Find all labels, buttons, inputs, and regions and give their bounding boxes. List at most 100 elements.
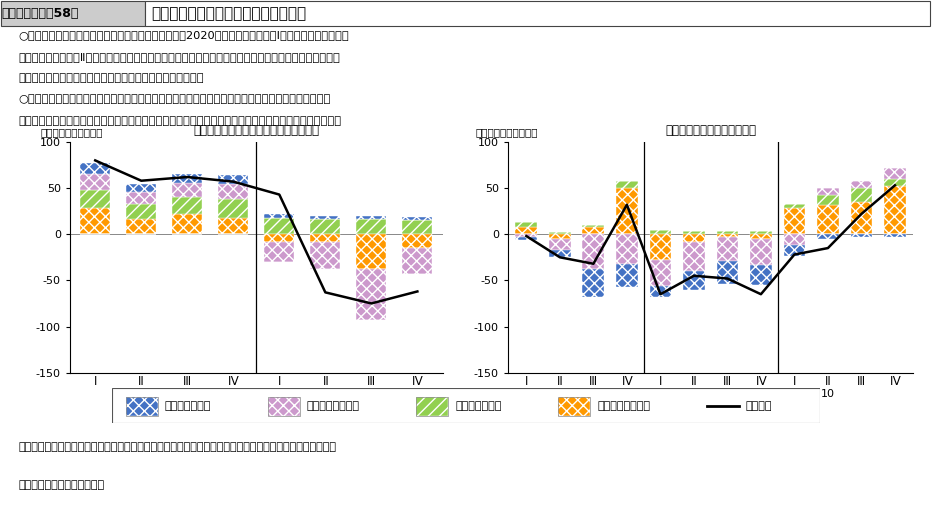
Bar [515,227,537,234]
FancyBboxPatch shape [417,396,448,416]
Text: 数の減少が目立っていたが、感染拡大期は男女ともに非正規雇用の雇用者数の減少が目立っている。: 数の減少が目立っていたが、感染拡大期は男女ともに非正規雇用の雇用者数の減少が目立… [19,116,342,126]
FancyBboxPatch shape [145,2,930,26]
Text: （前年同期差・万人）: （前年同期差・万人） [40,127,103,137]
Bar [515,237,537,240]
Bar [126,192,157,204]
Bar [750,232,772,234]
Bar [717,234,738,237]
Bar [582,225,604,227]
Bar [80,208,110,234]
Bar [172,197,202,214]
Bar [218,218,248,234]
Bar [218,175,248,185]
Text: 09: 09 [687,389,701,399]
Bar [683,232,705,234]
FancyBboxPatch shape [267,396,299,416]
Text: 雇用者計: 雇用者計 [746,401,773,411]
Text: （前年同期差・万人）: （前年同期差・万人） [475,127,538,137]
Bar [265,214,295,218]
Bar [650,286,671,297]
Bar [851,202,872,234]
Bar [582,234,604,269]
Bar [515,222,537,227]
Text: （注）　データは原数値。: （注） データは原数値。 [19,481,104,490]
Bar [515,234,537,237]
Bar [403,221,432,234]
Bar [582,227,604,234]
Bar [650,260,671,286]
Bar [851,180,872,188]
Text: 男性・正規雇用: 男性・正規雇用 [165,401,212,411]
Bar [683,242,705,271]
Bar [310,242,340,269]
Bar [683,234,705,242]
Bar [717,261,738,284]
Bar [80,190,110,208]
Text: 20: 20 [318,389,333,399]
Text: 2019: 2019 [127,389,156,399]
Bar [784,204,805,208]
Bar [549,250,570,258]
Bar [616,264,637,287]
FancyBboxPatch shape [1,2,145,26]
Bar [884,186,906,234]
Text: 資料出所　総務省統計局「労働力調査（詳細集計）」をもとに厚生労働省政策統括官付政策統括室にて作成: 資料出所 総務省統計局「労働力調査（詳細集計）」をもとに厚生労働省政策統括官付政… [19,442,336,452]
Bar [683,271,705,289]
Bar [784,245,805,257]
Bar [717,237,738,261]
Bar [218,199,248,218]
Bar [80,163,110,174]
Bar [356,269,387,320]
Bar [784,208,805,234]
Bar [616,188,637,234]
Bar [549,239,570,250]
Bar [817,234,839,239]
Text: （参考）リーマンショック期: （参考）リーマンショック期 [665,124,756,137]
Bar [616,234,637,264]
Text: 女性・非正規雇用: 女性・非正規雇用 [597,401,650,411]
Bar [750,265,772,285]
Bar [356,216,387,219]
Bar [884,168,906,179]
Text: 2008: 2008 [546,389,574,399]
Bar [172,184,202,197]
Text: 10: 10 [821,389,835,399]
Bar [126,219,157,234]
Bar [884,179,906,186]
Bar [717,232,738,234]
Bar [218,185,248,199]
FancyBboxPatch shape [558,396,590,416]
Text: 規雇用労働者は、引き続き堅調に増加傾向で推移した。: 規雇用労働者は、引き続き堅調に増加傾向で推移した。 [19,73,204,83]
Bar [356,219,387,234]
Bar [265,218,295,234]
Bar [884,234,906,237]
Bar [851,234,872,237]
Bar [172,214,202,234]
Text: ○　リーマンショック期と比較すると、リーマンショック期は男性の正規雇用、非正規雇用の雇用者: ○ リーマンショック期と比較すると、リーマンショック期は男性の正規雇用、非正規雇… [19,94,331,104]
Text: 女性・正規雇用: 女性・正規雇用 [456,401,501,411]
Bar [403,216,432,221]
Text: 男性・非正規雇用: 男性・非正規雇用 [307,401,360,411]
Bar [650,234,671,260]
Bar [784,234,805,245]
Bar [582,269,604,297]
Bar [126,185,157,192]
Text: 第１－（５）－58図: 第１－（５）－58図 [2,8,79,20]
Bar [817,205,839,234]
FancyBboxPatch shape [126,396,158,416]
Bar [616,180,637,188]
Bar [310,234,340,242]
Bar [126,204,157,219]
Bar [750,234,772,239]
Bar [549,234,570,239]
FancyBboxPatch shape [112,388,820,423]
Bar [403,248,432,274]
Text: ○　男女別・雇用形態別の雇用者数の動向をみると、2020年に入り、女性は第Ⅰ四半期（１－３月期）: ○ 男女別・雇用形態別の雇用者数の動向をみると、2020年に入り、女性は第Ⅰ四半… [19,30,349,41]
Text: 男女別・雇用形態別の雇用者数の動向: 男女別・雇用形態別の雇用者数の動向 [151,7,306,21]
Bar [549,232,570,234]
Bar [817,196,839,205]
Bar [310,216,340,220]
Bar [356,234,387,269]
Bar [265,242,295,262]
Bar [172,174,202,184]
